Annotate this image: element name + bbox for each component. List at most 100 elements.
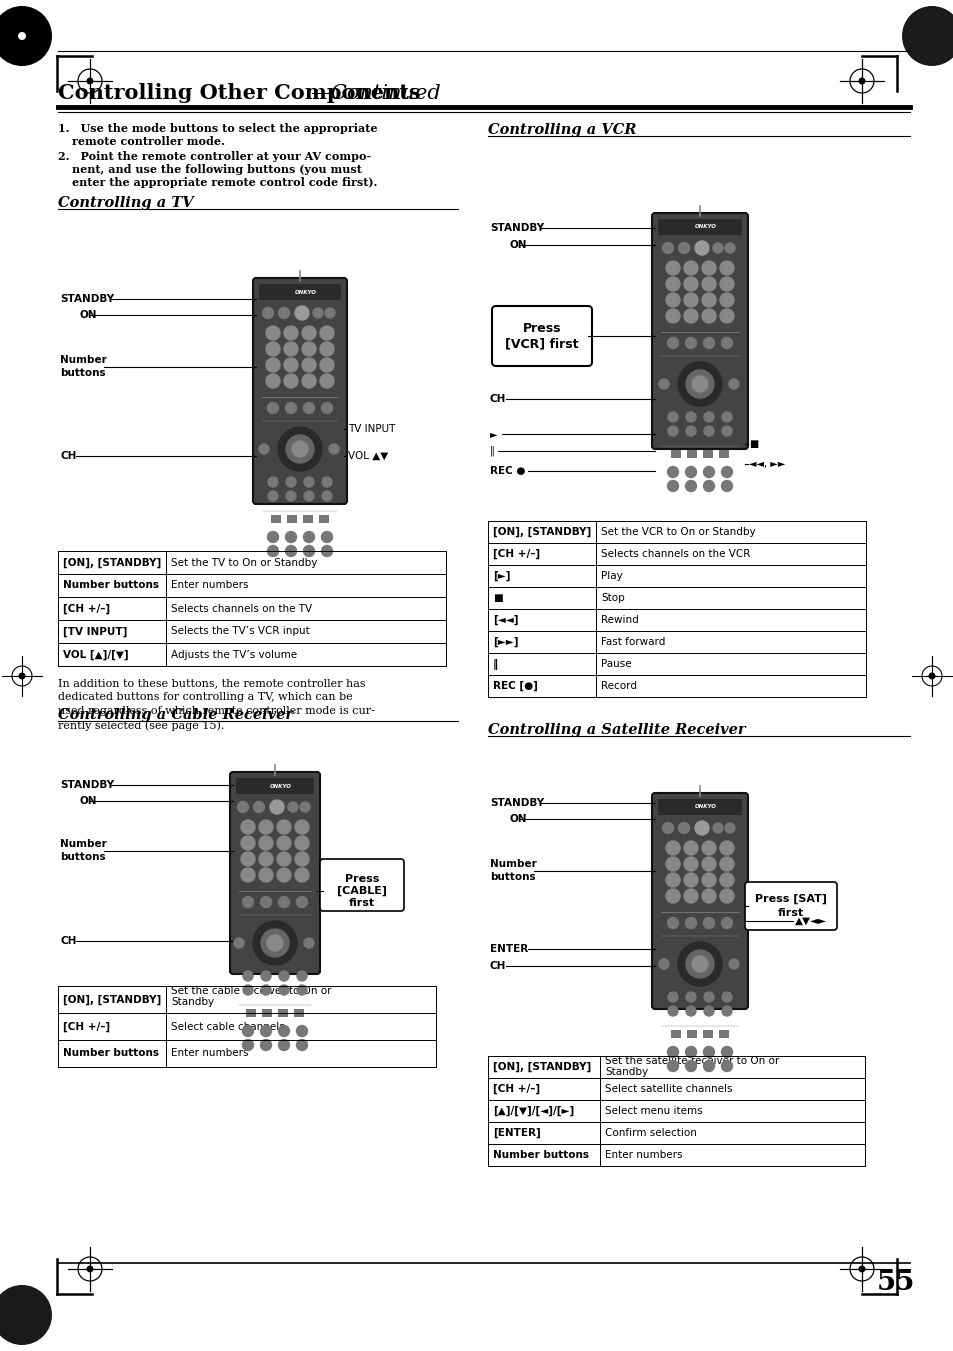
Circle shape [243,985,253,994]
Circle shape [325,308,335,317]
Text: ►: ► [490,430,497,439]
Circle shape [278,985,289,994]
Circle shape [702,1047,714,1058]
Circle shape [322,477,332,486]
Circle shape [701,842,716,855]
Text: Controlling a Cable Receiver: Controlling a Cable Receiver [58,708,293,721]
Circle shape [241,836,254,850]
Text: Number buttons: Number buttons [63,581,159,590]
Text: VOL ▲▼: VOL ▲▼ [348,451,388,461]
Text: ■: ■ [493,593,502,603]
Text: nent, and use the following buttons (you must: nent, and use the following buttons (you… [71,163,361,176]
Circle shape [241,820,254,834]
Circle shape [712,243,722,253]
Circle shape [18,32,26,41]
Circle shape [260,1039,272,1051]
Text: Adjusts the TV’s volume: Adjusts the TV’s volume [171,650,296,659]
Circle shape [685,992,696,1002]
Circle shape [266,326,280,340]
Circle shape [319,374,334,388]
Circle shape [665,261,679,276]
Circle shape [260,1025,272,1036]
Text: [▲]/[▼]/[◄]/[►]: [▲]/[▼]/[◄]/[►] [493,1106,574,1116]
Text: [CH +/–]: [CH +/–] [493,1084,539,1094]
Circle shape [667,992,678,1002]
Text: Set the TV to On or Standby: Set the TV to On or Standby [171,558,317,567]
Circle shape [321,531,333,543]
Circle shape [266,342,280,357]
Circle shape [319,342,334,357]
Circle shape [261,985,271,994]
Circle shape [303,403,314,413]
Text: [►]: [►] [493,571,510,581]
Circle shape [720,842,733,855]
Circle shape [712,823,722,834]
Circle shape [728,959,739,969]
Text: ON: ON [80,796,97,807]
Circle shape [87,1266,93,1273]
Text: VOL [▲]/[▼]: VOL [▲]/[▼] [63,650,129,659]
Circle shape [683,277,698,290]
Circle shape [720,873,733,888]
Circle shape [0,1285,52,1346]
Text: [►►]: [►►] [493,636,518,647]
Text: [CH +/–]: [CH +/–] [63,1021,110,1032]
Circle shape [237,801,248,812]
Circle shape [703,426,713,436]
Circle shape [241,852,254,866]
Circle shape [284,374,297,388]
Circle shape [284,358,297,372]
Text: REC [●]: REC [●] [493,681,537,692]
Circle shape [683,873,698,888]
Circle shape [296,1039,307,1051]
Circle shape [268,477,277,486]
Circle shape [285,546,296,557]
Circle shape [258,836,273,850]
Circle shape [667,917,678,928]
Circle shape [667,338,678,349]
Text: rently selected (see page 15).: rently selected (see page 15). [58,720,224,731]
Circle shape [296,985,307,994]
Circle shape [665,873,679,888]
Circle shape [665,889,679,902]
FancyBboxPatch shape [651,793,747,1009]
Circle shape [721,412,731,422]
Circle shape [285,531,296,543]
Circle shape [683,261,698,276]
Circle shape [721,1006,731,1016]
Circle shape [0,5,52,66]
Circle shape [659,380,668,389]
Circle shape [685,412,696,422]
Text: CH: CH [60,451,76,461]
Text: Controlling Other Components: Controlling Other Components [58,82,420,103]
FancyBboxPatch shape [744,882,836,929]
Text: enter the appropriate remote control code first).: enter the appropriate remote control cod… [71,177,377,188]
Text: In addition to these buttons, the remote controller has: In addition to these buttons, the remote… [58,678,365,688]
Circle shape [720,1061,732,1071]
Circle shape [294,836,309,850]
Circle shape [267,531,278,543]
Circle shape [678,823,689,834]
Text: Standby: Standby [171,997,213,1006]
Circle shape [665,277,679,290]
Circle shape [286,490,295,501]
Circle shape [260,897,272,908]
Circle shape [267,403,278,413]
Circle shape [685,917,696,928]
Text: ▲▼◄►: ▲▼◄► [794,916,826,925]
Circle shape [702,466,714,477]
Circle shape [304,477,314,486]
Text: Selects channels on the VCR: Selects channels on the VCR [600,549,750,559]
Circle shape [319,358,334,372]
Circle shape [724,823,734,834]
Circle shape [241,867,254,882]
Text: [ON], [STANDBY]: [ON], [STANDBY] [493,1062,591,1073]
Circle shape [276,836,291,850]
Circle shape [661,823,673,834]
Circle shape [728,380,739,389]
Circle shape [685,370,713,399]
Circle shape [720,917,732,928]
Circle shape [87,77,93,85]
Circle shape [701,889,716,902]
Text: STANDBY: STANDBY [60,780,114,790]
